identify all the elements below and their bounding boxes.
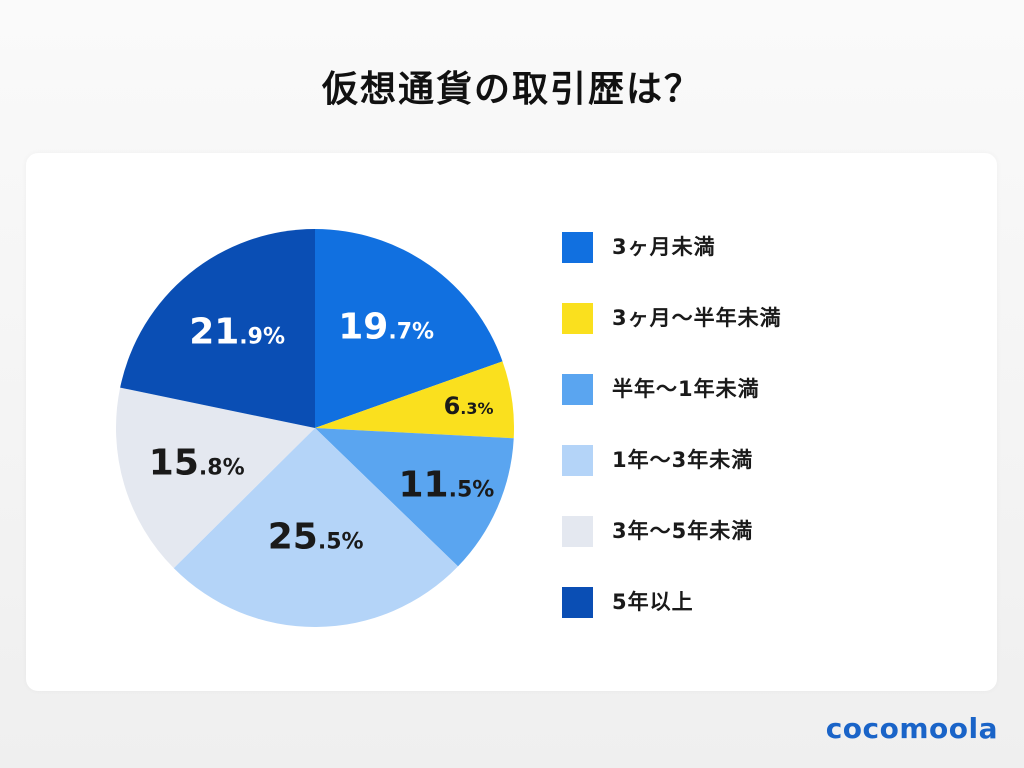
pie-slice [315, 428, 514, 567]
legend-label: 1年〜3年未満 [612, 448, 754, 472]
legend-swatch [562, 445, 593, 476]
chart-title: 仮想通貨の取引歴は？ [321, 69, 702, 110]
pie-slice [315, 361, 514, 439]
pie-slice [120, 229, 316, 428]
legend-label: 5年以上 [612, 590, 694, 614]
legend-label: 3ヶ月未満 [612, 235, 716, 259]
legend-item-6-months-to-1-year: 半年〜1年未満 [562, 374, 782, 445]
legend-label: 3年〜5年未満 [612, 519, 754, 543]
pie-slice-label: 15.8% [148, 442, 245, 484]
legend-item-3-to-6-months: 3ヶ月〜半年未満 [562, 303, 782, 374]
legend: 3ヶ月未満 3ヶ月〜半年未満 半年〜1年未満 1年〜3年未満 3年〜5年未満 5… [562, 232, 782, 658]
pie-slice [173, 428, 458, 627]
legend-swatch [562, 587, 593, 618]
legend-swatch [562, 516, 593, 547]
legend-swatch [562, 374, 593, 405]
pie-slice-label: 25.5% [267, 516, 364, 558]
pie-slice-label: 21.9% [189, 311, 286, 353]
pie-slice [315, 229, 503, 428]
chart-card: 19.7% 6.3% 11.5% 25.5% 15.8% 21.9% 3ヶ月未満 3ヶ月〜… [26, 153, 997, 691]
pie-chart: 19.7% 6.3% 11.5% 25.5% 15.8% 21.9% [116, 229, 514, 627]
pie-slice-label: 11.5% [398, 464, 495, 506]
legend-item-under-3-months: 3ヶ月未満 [562, 232, 782, 303]
legend-swatch [562, 232, 593, 263]
pie-slice [116, 387, 315, 569]
legend-label: 3ヶ月〜半年未満 [612, 306, 782, 330]
brand-logo: cocomoola [825, 712, 998, 745]
legend-item-3-to-5-years: 3年〜5年未満 [562, 516, 782, 587]
legend-item-1-to-3-years: 1年〜3年未満 [562, 445, 782, 516]
legend-item-over-5-years: 5年以上 [562, 587, 782, 658]
pie-slice-label: 6.3% [443, 391, 494, 420]
legend-swatch [562, 303, 593, 334]
pie-svg [116, 229, 514, 627]
legend-label: 半年〜1年未満 [612, 377, 760, 401]
pie-slice-label: 19.7% [338, 306, 435, 348]
